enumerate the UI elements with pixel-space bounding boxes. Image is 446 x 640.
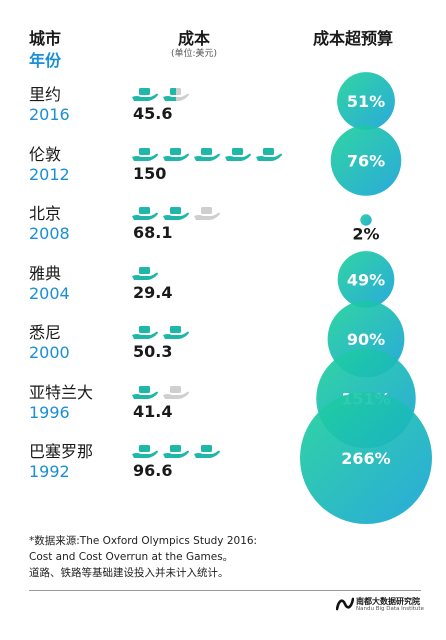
cost-icons <box>131 325 193 341</box>
source-note-2: Cost and Cost Overrun at the Games。 <box>29 551 234 563</box>
money-hand-icon <box>132 445 158 458</box>
header-cost-unit: (单位:美元) <box>170 49 218 59</box>
money-hand-icon <box>194 147 220 161</box>
cost-value: 29.4 <box>133 282 173 302</box>
year-label: 1992 <box>29 462 70 481</box>
cost-value: 50.3 <box>133 342 173 361</box>
year-label: 2004 <box>29 283 70 303</box>
footer-divider <box>29 590 421 591</box>
overrun-bubble <box>337 251 395 308</box>
city-label: 北京 <box>29 204 62 223</box>
money-hand-icon <box>194 445 220 458</box>
overrun-bubble <box>337 72 395 130</box>
city-label: 里约 <box>29 85 62 104</box>
overrun-bubble <box>330 125 402 196</box>
overrun-bubble <box>360 214 372 226</box>
city-label: 雅典 <box>29 263 62 283</box>
source-note-3: 道路、铁路等基础建设投入并未计入统计。 <box>29 567 229 579</box>
overrun-label: 49% <box>347 271 385 290</box>
source-note-1: *数据来源:The Oxford Olympics Study 2016: <box>29 535 258 547</box>
year-label: 2000 <box>29 343 70 362</box>
city-label: 伦敦 <box>29 144 62 164</box>
money-hand-icon <box>163 207 189 220</box>
money-hand-partial-icon <box>163 88 189 101</box>
money-hand-icon <box>225 147 251 161</box>
money-hand-icon <box>132 326 158 339</box>
logo-name-cn: 南都大数据研究院 <box>356 597 420 606</box>
city-label: 巴塞罗那 <box>29 442 94 461</box>
cost-icons <box>131 147 286 163</box>
money-hand-empty-icon <box>163 385 189 399</box>
cost-value: 68.1 <box>133 223 173 242</box>
cost-icons <box>131 266 162 282</box>
money-hand-icon <box>163 326 189 339</box>
year-label: 2012 <box>29 164 70 184</box>
money-hand-icon <box>132 266 158 280</box>
cost-icons <box>131 444 224 460</box>
money-hand-icon <box>256 147 282 161</box>
cost-value: 96.6 <box>133 461 173 480</box>
overrun-label: 76% <box>347 152 385 171</box>
money-hand-icon <box>132 385 158 399</box>
logo-name-en: Nandu Big Data Institute <box>356 606 424 612</box>
header-overrun: 成本超预算 <box>312 29 393 48</box>
money-hand-empty-icon <box>194 207 220 220</box>
money-hand-icon <box>132 147 158 161</box>
overrun-bubble <box>300 392 432 524</box>
year-label: 2016 <box>29 105 70 124</box>
nandu-logo-icon <box>336 597 354 611</box>
overrun-label: 51% <box>347 92 385 111</box>
money-hand-icon <box>132 207 158 220</box>
cost-icons <box>131 206 224 222</box>
year-label: 1996 <box>29 402 70 422</box>
header-year: 年份 <box>29 51 62 70</box>
header-cost: 成本 <box>177 29 210 48</box>
money-hand-icon <box>163 445 189 458</box>
overrun-label: 266% <box>341 449 390 468</box>
money-hand-icon <box>132 88 158 101</box>
overrun-label: 90% <box>347 330 385 349</box>
cost-icons <box>131 87 193 103</box>
cost-value: 150 <box>133 163 167 183</box>
cost-value: 45.6 <box>133 104 173 123</box>
year-label: 2008 <box>29 224 70 243</box>
header-city: 城市 <box>29 29 62 48</box>
cost-icons <box>131 385 193 401</box>
money-hand-icon <box>163 147 189 161</box>
overrun-label: 2% <box>352 225 379 244</box>
city-label: 亚特兰大 <box>29 382 94 402</box>
city-label: 悉尼 <box>29 323 62 342</box>
cost-value: 41.4 <box>133 401 173 421</box>
